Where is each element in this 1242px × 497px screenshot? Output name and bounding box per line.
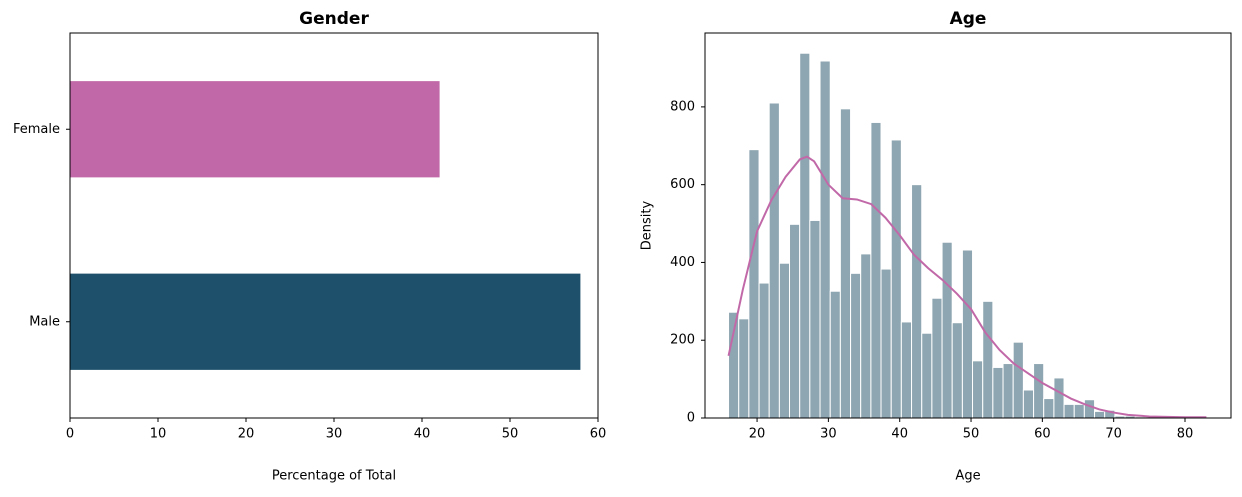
x-tick-label: 60 — [1034, 427, 1051, 442]
x-tick-label: 30 — [820, 427, 837, 442]
x-tick-label: 20 — [749, 427, 766, 442]
histogram-bar — [1044, 399, 1054, 418]
x-tick-label: 40 — [891, 427, 908, 442]
histogram-bar — [962, 250, 972, 418]
histogram-bar — [861, 254, 871, 418]
histogram-bar — [820, 61, 830, 418]
y-tick-label: Male — [29, 314, 60, 329]
chart-title: Age — [950, 9, 987, 29]
histogram-bar — [993, 367, 1003, 418]
histogram-bar — [1074, 404, 1084, 418]
histogram-bar — [1013, 342, 1023, 418]
histogram-bar — [840, 109, 850, 418]
x-tick-label: 20 — [238, 427, 255, 442]
histogram-bar — [800, 53, 810, 418]
chart-title: Gender — [299, 9, 369, 29]
y-tick-label: 0 — [687, 411, 695, 426]
x-tick-label: 30 — [326, 427, 343, 442]
x-axis-label: Percentage of Total — [272, 469, 396, 484]
histogram-bar — [932, 298, 942, 418]
x-tick-label: 50 — [502, 427, 519, 442]
bar — [70, 81, 440, 177]
histogram-bar — [952, 323, 962, 418]
histogram-bar — [901, 322, 911, 418]
x-tick-label: 50 — [963, 427, 980, 442]
histogram-bar — [1003, 364, 1013, 418]
histogram-bar — [983, 301, 993, 418]
x-tick-label: 70 — [1105, 427, 1122, 442]
y-tick-label: 400 — [670, 255, 695, 270]
histogram-bar — [912, 185, 922, 418]
histogram-bar — [779, 263, 789, 418]
histogram-bar — [891, 140, 901, 418]
y-tick-label: 800 — [670, 99, 695, 114]
x-axis-label: Age — [955, 469, 980, 484]
histogram-bar — [1023, 390, 1033, 418]
x-tick-label: 40 — [414, 427, 431, 442]
histogram-bar — [810, 220, 820, 418]
histogram-bar — [769, 103, 779, 418]
histogram-bar — [1084, 400, 1094, 418]
histogram-bar — [1064, 404, 1074, 418]
histogram-bar — [790, 224, 800, 418]
histogram-bar — [881, 269, 891, 418]
x-tick-label: 80 — [1177, 427, 1194, 442]
histogram-bar — [922, 333, 932, 418]
y-tick-label: Female — [13, 122, 60, 137]
histogram-bar — [1034, 364, 1044, 418]
histogram-bar — [1054, 378, 1064, 418]
histogram-bar — [871, 122, 881, 418]
y-axis-label: Density — [640, 200, 655, 250]
histogram-bar — [749, 150, 759, 418]
x-tick-label: 10 — [150, 427, 167, 442]
histogram-bar — [830, 291, 840, 418]
histogram-bar — [1095, 411, 1105, 418]
x-tick-label: 0 — [66, 427, 74, 442]
histogram-bar — [739, 319, 749, 418]
histogram-bar — [942, 242, 952, 418]
histogram-bar — [759, 283, 769, 418]
x-tick-label: 60 — [590, 427, 607, 442]
histogram-bar — [973, 361, 983, 418]
y-tick-label: 600 — [670, 177, 695, 192]
y-tick-label: 200 — [670, 333, 695, 348]
bar — [70, 274, 580, 370]
histogram-bar — [851, 273, 861, 418]
